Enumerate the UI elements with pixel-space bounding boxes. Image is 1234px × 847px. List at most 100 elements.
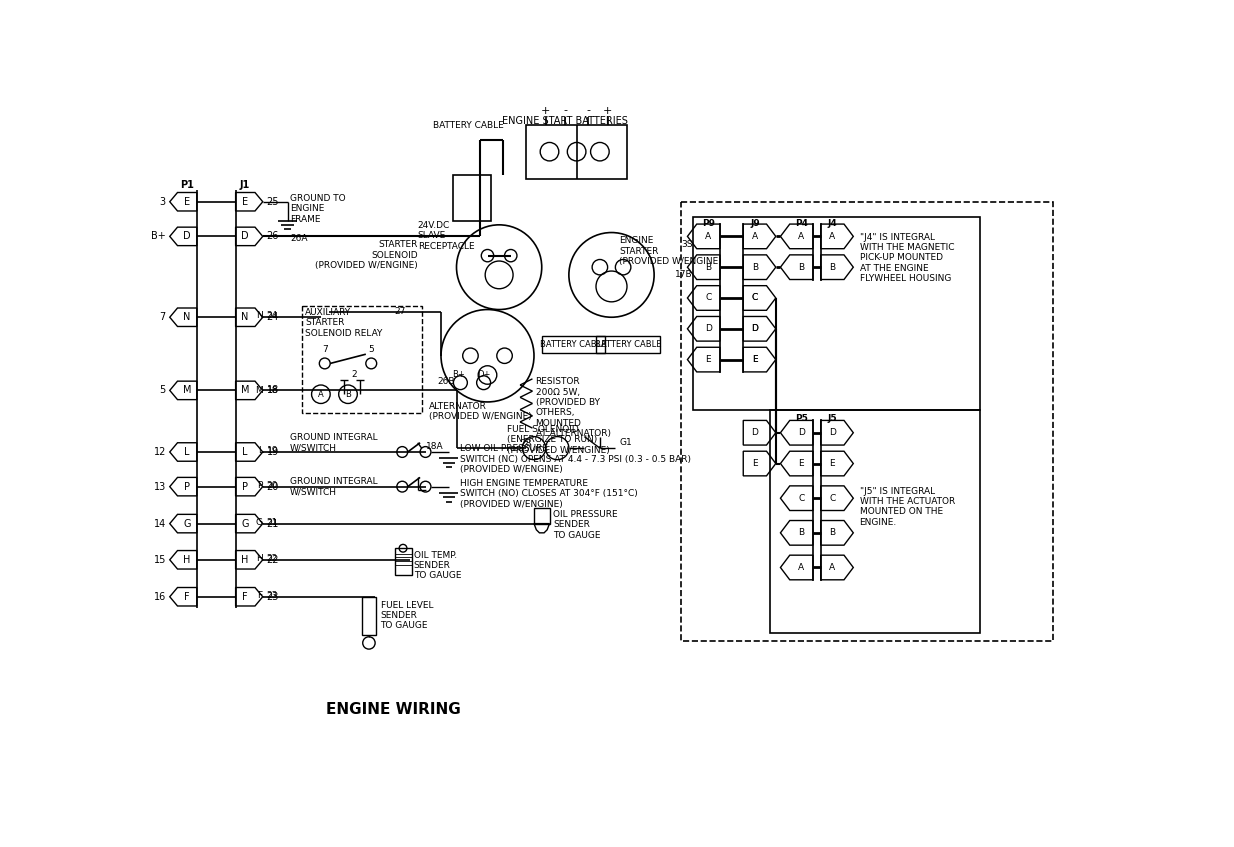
Text: D: D [183, 231, 190, 241]
Text: J1: J1 [239, 180, 251, 190]
Text: E: E [184, 197, 190, 207]
Text: M: M [183, 385, 191, 396]
Text: L: L [258, 446, 263, 455]
Text: 23: 23 [267, 590, 278, 600]
Text: 19: 19 [267, 446, 278, 455]
Text: A: A [829, 232, 835, 241]
Text: E: E [752, 459, 758, 468]
Text: G1: G1 [619, 438, 632, 447]
Text: D+: D+ [476, 370, 490, 379]
Bar [526, 125, 627, 179]
Text: 24V.DC
SLAVE
RECEPTACLE: 24V.DC SLAVE RECEPTACLE [418, 221, 474, 251]
Text: P5: P5 [795, 414, 808, 424]
Bar [542, 336, 606, 353]
Text: N: N [255, 311, 263, 320]
Text: 19: 19 [267, 447, 279, 457]
Text: STARTER
SOLENOID
(PROVIDED W/ENGINE): STARTER SOLENOID (PROVIDED W/ENGINE) [315, 241, 418, 270]
Text: 26B: 26B [437, 377, 454, 385]
Text: E: E [798, 459, 805, 468]
Text: H: H [241, 555, 248, 565]
Text: B: B [798, 263, 805, 272]
Text: J9: J9 [750, 219, 760, 228]
Text: C: C [706, 294, 712, 302]
Text: 7: 7 [159, 313, 165, 322]
Text: 5: 5 [369, 345, 374, 354]
Text: G: G [241, 518, 249, 529]
Bar [395, 548, 412, 575]
Text: +: + [603, 106, 612, 115]
Text: 13: 13 [153, 482, 165, 491]
Text: 3: 3 [159, 197, 165, 207]
Text: BATTERY CABLE: BATTERY CABLE [433, 121, 503, 130]
Text: A: A [829, 563, 835, 572]
Text: 28: 28 [521, 439, 532, 448]
Text: B+: B+ [452, 370, 464, 379]
Text: D: D [798, 429, 805, 437]
Text: 24: 24 [267, 313, 279, 322]
Text: B: B [829, 263, 835, 272]
Text: A: A [752, 232, 758, 241]
Text: 15: 15 [153, 555, 165, 565]
Text: E: E [242, 197, 248, 207]
Text: P9: P9 [702, 219, 714, 228]
Text: N: N [241, 313, 248, 322]
Text: "J4" IS INTEGRAL
WITH THE MAGNETIC
PICK-UP MOUNTED
AT THE ENGINE
FLYWHEEL HOUSIN: "J4" IS INTEGRAL WITH THE MAGNETIC PICK-… [860, 233, 954, 283]
Text: B: B [798, 529, 805, 537]
Text: LOW OIL PRESSURE
SWITCH (NC) OPENS AT 4.4 - 7.3 PSI (0.3 - 0.5 BAR)
(PROVIDED W/: LOW OIL PRESSURE SWITCH (NC) OPENS AT 4.… [460, 445, 691, 474]
Text: 21: 21 [267, 518, 278, 527]
Bar [534, 508, 549, 523]
Text: G: G [183, 518, 190, 529]
Text: OIL TEMP.
SENDER
TO GAUGE: OIL TEMP. SENDER TO GAUGE [413, 551, 462, 580]
Text: GROUND INTEGRAL
W/SWITCH: GROUND INTEGRAL W/SWITCH [290, 477, 378, 496]
Text: N: N [183, 313, 190, 322]
Text: 20: 20 [267, 482, 279, 491]
Text: E: E [829, 459, 835, 468]
Text: D: D [752, 324, 759, 333]
Text: D: D [829, 429, 835, 437]
Text: 7: 7 [322, 345, 327, 354]
Text: HIGH ENGINE TEMPERATURE
SWITCH (NO) CLOSES AT 304°F (151°C)
(PROVIDED W/ENGINE): HIGH ENGINE TEMPERATURE SWITCH (NO) CLOS… [460, 479, 638, 509]
Text: 27: 27 [395, 307, 406, 316]
Text: P: P [242, 482, 248, 491]
Text: B: B [706, 263, 712, 272]
Bar [301, 306, 422, 413]
Text: 18: 18 [267, 386, 278, 395]
Bar [453, 174, 491, 221]
Text: E: E [706, 355, 711, 364]
Text: 14: 14 [153, 518, 165, 529]
Bar [692, 217, 980, 410]
Text: B: B [346, 390, 350, 399]
Text: D: D [752, 324, 759, 333]
Text: 26A: 26A [290, 235, 307, 243]
Text: FUEL LEVEL
SENDER
TO GAUGE: FUEL LEVEL SENDER TO GAUGE [380, 601, 433, 630]
Bar [362, 597, 376, 635]
Text: P: P [258, 480, 263, 490]
Text: BATTERY CABLE: BATTERY CABLE [540, 340, 607, 350]
Text: E: E [752, 355, 758, 364]
Text: B+: B+ [151, 231, 165, 241]
Text: 16: 16 [153, 592, 165, 601]
Text: OIL PRESSURE
SENDER
TO GAUGE: OIL PRESSURE SENDER TO GAUGE [553, 510, 618, 540]
Text: 21: 21 [267, 518, 279, 529]
Text: A: A [798, 563, 805, 572]
Text: 17B: 17B [675, 270, 692, 280]
Text: "J5" IS INTEGRAL
WITH THE ACTUATOR
MOUNTED ON THE
ENGINE.: "J5" IS INTEGRAL WITH THE ACTUATOR MOUNT… [860, 487, 955, 527]
Text: C: C [829, 494, 835, 502]
Text: -: - [586, 106, 590, 115]
Text: GROUND TO
ENGINE
FRAME: GROUND TO ENGINE FRAME [290, 194, 346, 224]
Text: 2: 2 [352, 370, 357, 379]
Text: P4: P4 [795, 219, 808, 228]
Text: 18A: 18A [426, 442, 443, 451]
Text: 25: 25 [267, 197, 279, 207]
Bar [681, 202, 1054, 640]
Text: J5: J5 [828, 414, 837, 424]
Text: C: C [752, 294, 758, 302]
Text: -: - [563, 106, 566, 115]
Text: M: M [241, 385, 249, 396]
Text: A: A [318, 390, 323, 399]
Text: E: E [752, 355, 758, 364]
Text: 12: 12 [153, 447, 165, 457]
Text: F: F [258, 590, 263, 600]
Text: ENGINE
STARTER
(PROVIDED W/ENGINE): ENGINE STARTER (PROVIDED W/ENGINE) [619, 236, 722, 266]
Text: FUEL SOLENOID
(ENERGIZE TO RUN)
(PROVIDED W/ENGINE): FUEL SOLENOID (ENERGIZE TO RUN) (PROVIDE… [507, 425, 610, 455]
